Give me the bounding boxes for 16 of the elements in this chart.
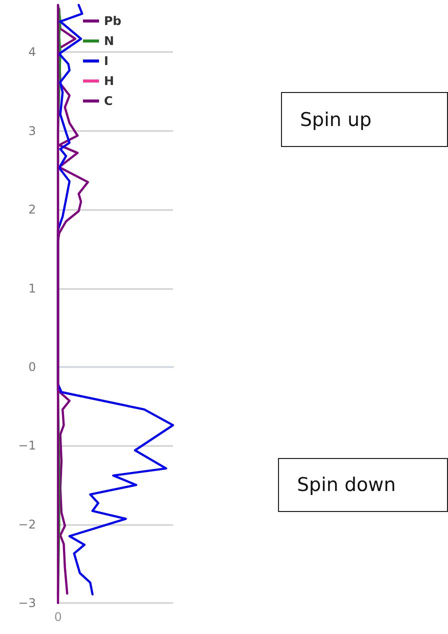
y-tick-label: −2 <box>18 517 36 532</box>
legend-label: N <box>104 34 114 48</box>
y-tick-label: −3 <box>18 596 36 610</box>
annotation: 0 <box>54 610 62 624</box>
legend-label: I <box>104 54 108 68</box>
y-tick-label: −1 <box>18 438 36 453</box>
y-tick-label: 1 <box>28 281 36 296</box>
y-tick-label: 4 <box>28 45 36 60</box>
text: Spin up <box>281 92 448 147</box>
text: Spin down <box>278 458 448 512</box>
legend-label: Pb <box>104 14 122 28</box>
legend-label: C <box>104 94 113 108</box>
y-tick-label: 2 <box>28 202 36 217</box>
y-tick-label: 3 <box>28 124 36 138</box>
y-tick-label: 0 <box>28 360 36 374</box>
legend-label: H <box>104 74 114 88</box>
